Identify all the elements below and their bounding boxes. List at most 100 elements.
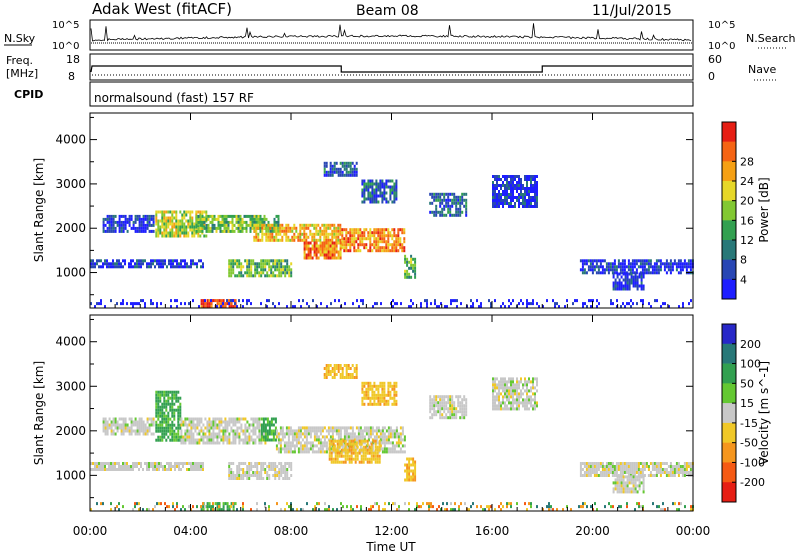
vel-cell xyxy=(152,462,154,465)
vel-cell xyxy=(196,441,199,445)
vel-cell xyxy=(353,376,356,379)
power-cell xyxy=(510,190,512,193)
vel-cell xyxy=(148,508,150,512)
vel-cell xyxy=(218,505,220,509)
vel-cell xyxy=(323,438,326,442)
power-cell xyxy=(355,228,358,232)
power-cell xyxy=(506,199,508,202)
vel-cell xyxy=(279,441,282,445)
vel-cell xyxy=(526,380,528,384)
power-cell xyxy=(393,228,396,232)
power-cell xyxy=(618,272,621,276)
vel-cell xyxy=(319,429,322,433)
power-cell xyxy=(439,198,442,202)
vel-cell xyxy=(512,398,514,402)
power-cell xyxy=(215,229,218,233)
power-cell xyxy=(134,262,136,266)
vel-cell xyxy=(90,508,92,512)
vel-cell xyxy=(355,373,358,376)
power-cell xyxy=(641,268,644,272)
noise-left-label: N.Sky xyxy=(4,32,36,45)
vel-cell xyxy=(169,402,172,406)
vel-cell xyxy=(226,438,229,442)
vel-cell xyxy=(163,420,166,424)
power-cell xyxy=(649,265,652,269)
vel-cell xyxy=(132,468,134,471)
power-cell xyxy=(522,196,524,199)
vel-cell xyxy=(641,465,644,468)
power-cell xyxy=(205,234,208,238)
vel-cell xyxy=(163,417,166,421)
vel-cell xyxy=(110,502,112,506)
power-cell xyxy=(237,214,240,218)
vel-cell xyxy=(528,377,530,381)
power-cell xyxy=(308,305,310,309)
colorbar-tick-label: 4 xyxy=(740,273,747,286)
vel-cell xyxy=(655,474,658,477)
vel-cell xyxy=(157,390,160,394)
vel-cell xyxy=(260,429,263,433)
power-cell xyxy=(526,184,528,187)
vel-cell xyxy=(132,420,135,424)
power-cell xyxy=(403,249,406,253)
power-cell xyxy=(128,214,131,218)
vel-cell xyxy=(190,417,193,421)
power-cell xyxy=(628,272,631,276)
vel-cell xyxy=(210,423,213,427)
power-cell xyxy=(689,265,692,269)
power-cell xyxy=(449,204,452,208)
vel-cell xyxy=(316,502,318,506)
vel-cell xyxy=(138,432,141,436)
vel-cell xyxy=(293,450,296,454)
vel-cell xyxy=(345,426,348,430)
vel-cell xyxy=(618,481,621,485)
vel-cell xyxy=(315,435,318,439)
vel-cell xyxy=(395,381,398,385)
power-cell xyxy=(536,190,538,193)
vel-cell xyxy=(373,381,376,385)
power-cell xyxy=(518,202,520,205)
power-cell xyxy=(273,226,276,230)
vel-cell xyxy=(358,448,361,452)
vel-cell xyxy=(502,401,504,405)
power-cell xyxy=(393,185,396,189)
vel-cell xyxy=(498,407,500,411)
power-cell xyxy=(335,235,338,239)
vel-cell xyxy=(299,426,302,430)
power-cell xyxy=(216,302,219,306)
vel-cell xyxy=(134,465,136,468)
vel-cell xyxy=(492,395,494,399)
power-cell xyxy=(122,265,124,269)
power-cell xyxy=(104,229,107,233)
power-cell xyxy=(329,244,332,248)
vel-cell xyxy=(315,426,318,430)
power-cell xyxy=(369,185,372,189)
power-cell xyxy=(436,305,438,309)
vel-cell xyxy=(318,508,320,512)
vel-cell xyxy=(358,442,361,446)
vel-cell xyxy=(504,380,506,384)
freq-trace xyxy=(90,65,692,76)
vel-cell xyxy=(340,460,343,464)
vel-cell xyxy=(651,468,654,471)
vel-cell xyxy=(106,426,109,430)
vel-cell xyxy=(256,465,259,468)
power-cell xyxy=(612,275,615,279)
power-cell xyxy=(397,237,400,241)
power-cell xyxy=(387,200,390,204)
vel-cell xyxy=(238,477,241,480)
vel-cell xyxy=(336,457,339,461)
power-cell xyxy=(124,223,127,227)
power-cell xyxy=(195,220,198,224)
vel-cell xyxy=(597,465,600,468)
vel-cell xyxy=(198,438,201,442)
vel-cell xyxy=(463,413,466,417)
power-cell xyxy=(311,247,314,251)
power-cell xyxy=(624,278,627,282)
vel-cell xyxy=(200,420,203,424)
power-cell xyxy=(621,262,624,266)
vel-cell xyxy=(461,398,464,402)
power-cell xyxy=(170,259,172,263)
power-cell xyxy=(285,232,288,236)
power-cell xyxy=(307,256,310,260)
